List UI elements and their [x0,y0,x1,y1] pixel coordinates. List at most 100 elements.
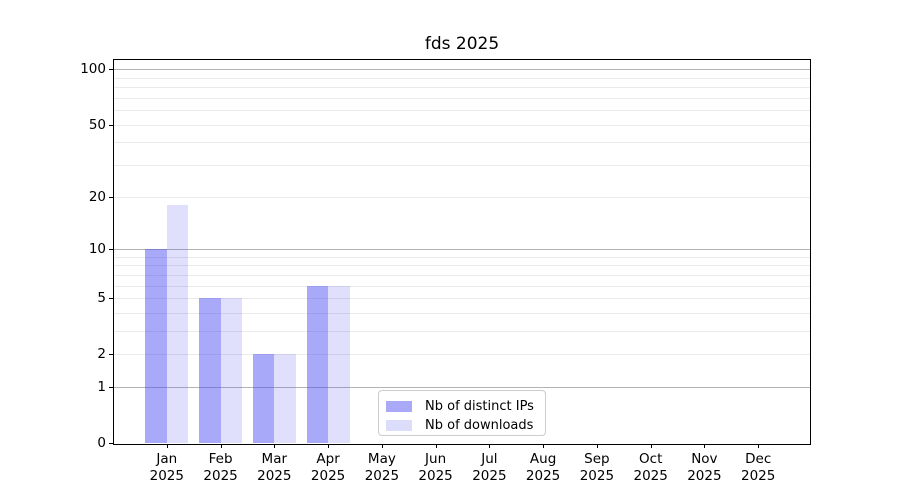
gridline-minor [114,142,810,144]
xtick-year: 2025 [203,468,238,484]
xtick-year: 2025 [364,468,400,484]
ytick-1 [109,387,114,389]
ytick-100 [109,69,114,71]
xtick-label-aug: Aug 2025 [511,451,575,485]
gridline-minor [114,274,810,276]
xtick-jan [166,444,168,448]
legend-label-downloads: Nb of downloads [425,417,534,433]
ytick-label-2: 2 [97,346,106,363]
xtick-label-jul: Jul 2025 [457,451,521,485]
bar-jan-downloads [166,204,189,444]
xtick-month: Nov [691,451,718,467]
gridline-minor [114,87,810,89]
xtick-year: 2025 [525,468,561,484]
legend: Nb of distinct IPs Nb of downloads [378,390,546,436]
legend-item-downloads: Nb of downloads [386,416,545,434]
legend-item-distinct-ips: Nb of distinct IPs [386,397,545,415]
bar-mar-distinct-ips [252,354,275,444]
xtick-month: Apr [316,451,340,467]
xtick-month: Feb [208,451,233,467]
gridline-major [114,249,810,250]
xtick-sep [596,444,598,448]
xtick-month: Dec [745,451,772,467]
xtick-year: 2025 [257,468,292,484]
xtick-year: 2025 [579,468,615,484]
bar-jan-distinct-ips [145,249,167,444]
xtick-label-nov: Nov 2025 [672,451,736,485]
xtick-jun [435,444,437,448]
xtick-mar [274,444,276,448]
chart-title: fds 2025 [424,34,500,54]
gridline-minor [114,256,810,258]
gridline-major [114,69,810,71]
bar-apr-distinct-ips [306,285,329,444]
xtick-label-may: May 2025 [350,451,414,485]
gridline-minor [114,165,810,166]
ytick-label-1: 1 [97,379,106,396]
xtick-label-sep: Sep 2025 [565,451,629,485]
ytick-label-5: 5 [97,290,106,307]
ytick-0 [109,443,114,445]
xtick-aug [543,444,545,448]
xtick-jul [489,444,491,448]
xtick-dec [758,444,760,448]
xtick-year: 2025 [687,468,722,484]
gridline-minor [114,354,810,356]
xtick-month: Jan [156,451,178,467]
xtick-apr [328,444,330,448]
gridline-minor [114,110,810,112]
xtick-month: Jul [481,451,498,467]
ytick-5 [109,298,114,300]
xtick-year: 2025 [741,468,776,484]
gridline-minor [114,312,810,314]
xtick-year: 2025 [310,468,346,484]
bar-feb-downloads [220,298,243,444]
ytick-label-20: 20 [88,188,106,205]
xtick-label-feb: Feb 2025 [189,451,253,485]
bar-apr-downloads [328,285,350,444]
xtick-year: 2025 [633,468,668,484]
xtick-label-jun: Jun 2025 [404,451,468,485]
gridline-minor [114,124,810,126]
xtick-label-dec: Dec 2025 [726,451,790,485]
ytick-label-10: 10 [88,241,106,257]
xtick-may [381,444,383,448]
gridline-major [114,387,810,389]
gridline-minor [114,285,810,287]
bar-feb-distinct-ips [199,298,221,444]
xtick-label-apr: Apr 2025 [296,451,360,485]
xtick-month: May [367,451,396,467]
gridline-minor [114,77,810,79]
xtick-month: Oct [639,451,663,467]
xtick-month: Jun [425,451,447,467]
ytick-2 [109,354,114,356]
xtick-year: 2025 [149,468,184,484]
ytick-label-100: 100 [80,61,106,78]
ytick-50 [109,124,114,126]
legend-swatch-distinct-ips [386,400,412,412]
xtick-label-jan: Jan 2025 [135,451,199,485]
gridline-minor [114,298,810,300]
ytick-label-50: 50 [88,116,106,133]
xtick-label-oct: Oct 2025 [619,451,683,485]
xtick-month: Mar [261,451,288,467]
gridline-minor [114,97,810,99]
bar-mar-downloads [274,354,296,444]
legend-swatch-downloads [386,419,412,431]
xtick-month: Aug [529,451,557,467]
ytick-20 [109,196,114,198]
xtick-nov [704,444,706,448]
gridline-minor [114,331,810,332]
ytick-label-0: 0 [97,435,106,452]
xtick-oct [650,444,652,448]
plot-area [113,59,811,445]
gridline-minor [114,196,810,198]
xtick-month: Sep [584,451,610,467]
legend-label-distinct-ips: Nb of distinct IPs [425,398,534,414]
ytick-10 [109,249,114,250]
xtick-feb [220,444,222,448]
xtick-label-mar: Mar 2025 [242,451,306,485]
xtick-year: 2025 [472,468,507,484]
gridline-minor [114,265,810,267]
